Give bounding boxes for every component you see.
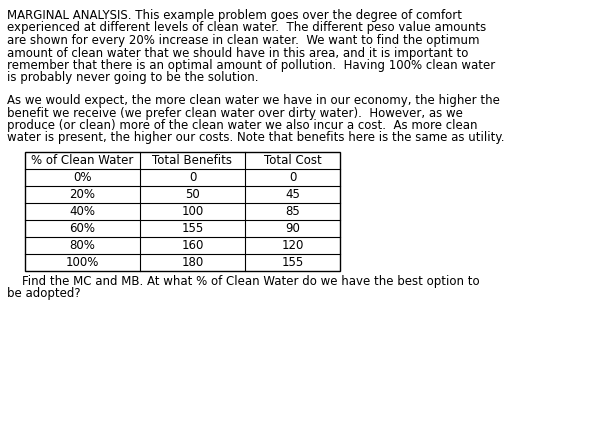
Text: 0: 0 <box>289 171 296 184</box>
Text: 60%: 60% <box>69 222 96 235</box>
Text: % of Clean Water: % of Clean Water <box>31 154 134 167</box>
Text: 50: 50 <box>185 188 200 201</box>
Text: remember that there is an optimal amount of pollution.  Having 100% clean water: remember that there is an optimal amount… <box>7 59 496 72</box>
Text: 120: 120 <box>281 239 304 252</box>
Text: 85: 85 <box>285 205 300 218</box>
Text: Find the MC and MB. At what % of Clean Water do we have the best option to: Find the MC and MB. At what % of Clean W… <box>7 275 479 288</box>
Text: be adopted?: be adopted? <box>7 288 81 301</box>
Text: 80%: 80% <box>70 239 96 252</box>
Text: MARGINAL ANALYSIS. This example problem goes over the degree of comfort: MARGINAL ANALYSIS. This example problem … <box>7 9 462 22</box>
Text: 45: 45 <box>285 188 300 201</box>
Text: 20%: 20% <box>69 188 96 201</box>
Text: produce (or clean) more of the clean water we also incur a cost.  As more clean: produce (or clean) more of the clean wat… <box>7 119 478 132</box>
Text: 155: 155 <box>181 222 204 235</box>
Text: 0: 0 <box>189 171 196 184</box>
Text: amount of clean water that we should have in this area, and it is important to: amount of clean water that we should hav… <box>7 47 469 60</box>
Text: 180: 180 <box>181 256 204 269</box>
Text: As we would expect, the more clean water we have in our economy, the higher the: As we would expect, the more clean water… <box>7 94 500 107</box>
Text: 90: 90 <box>285 222 300 235</box>
Text: is probably never going to be the solution.: is probably never going to be the soluti… <box>7 72 259 85</box>
Text: are shown for every 20% increase in clean water.  We want to find the optimum: are shown for every 20% increase in clea… <box>7 34 479 47</box>
Text: experienced at different levels of clean water.  The different peso value amount: experienced at different levels of clean… <box>7 22 486 35</box>
Text: 100%: 100% <box>66 256 99 269</box>
Text: benefit we receive (we prefer clean water over dirty water).  However, as we: benefit we receive (we prefer clean wate… <box>7 107 463 120</box>
Text: 0%: 0% <box>73 171 92 184</box>
Text: 160: 160 <box>181 239 204 252</box>
Text: 155: 155 <box>281 256 304 269</box>
Text: Total Benefits: Total Benefits <box>152 154 232 167</box>
Text: 40%: 40% <box>69 205 96 218</box>
Text: 100: 100 <box>181 205 204 218</box>
Text: Total Cost: Total Cost <box>264 154 321 167</box>
Text: water is present, the higher our costs. Note that benefits here is the same as u: water is present, the higher our costs. … <box>7 131 504 144</box>
Bar <box>25 152 340 271</box>
